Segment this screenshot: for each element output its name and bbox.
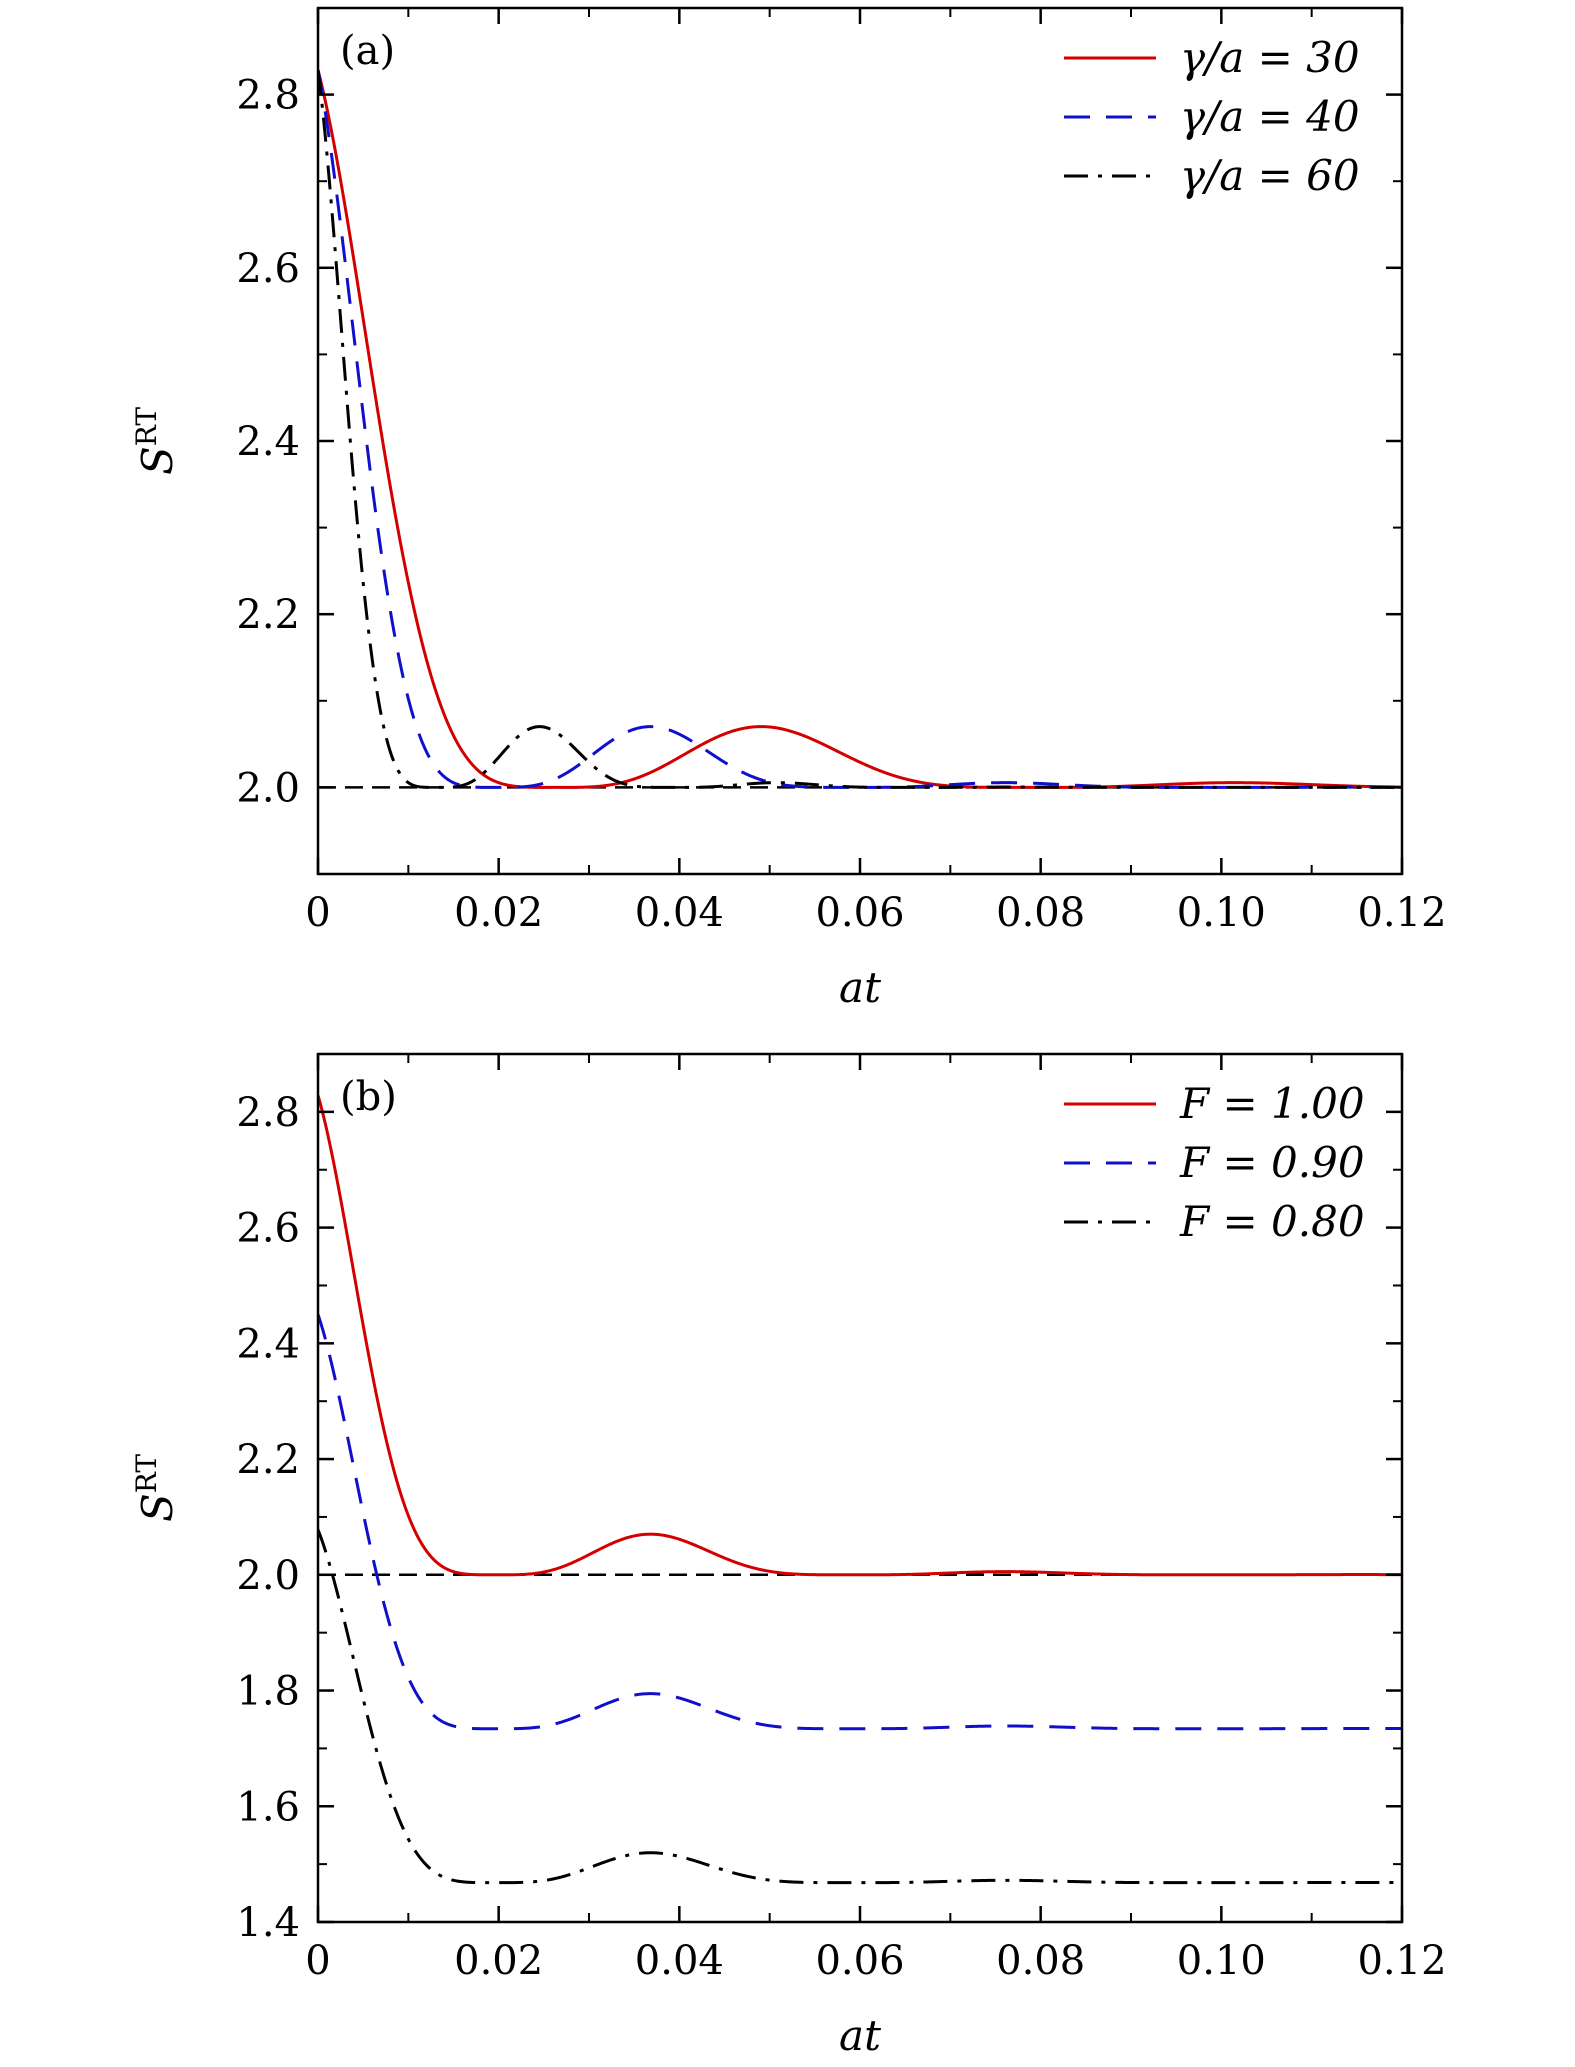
y-tick-label: 1.6	[236, 1784, 300, 1830]
panel-label: (a)	[340, 28, 395, 74]
series-line-2	[318, 69, 1402, 789]
x-tick-label: 0.10	[1177, 890, 1266, 936]
y-axis-title-superscript: RT	[130, 1454, 163, 1494]
y-tick-label: 2.8	[236, 1090, 300, 1136]
y-tick-label: 2.4	[236, 419, 300, 465]
x-tick-label: 0.06	[815, 1938, 904, 1984]
x-tick-label: 0.06	[815, 890, 904, 936]
x-tick-label: 0.12	[1357, 1938, 1446, 1984]
y-tick-label: 2.2	[236, 592, 300, 638]
legend-label-3: F = 0.80	[1179, 1197, 1365, 1246]
chart-panel-b: 0 0.02 0.04 0.06 0.08 0.10 0.12 1.4 1.6 1.8 2.0 2.2…	[130, 1052, 1447, 2060]
legend-label-2: F = 0.90	[1179, 1138, 1365, 1187]
y-tick-label: 1.4	[236, 1900, 300, 1946]
x-tick-label: 0.04	[635, 1938, 724, 1984]
y-tick-label: 2.6	[236, 1206, 300, 1252]
legend: F = 1.00 F = 0.90 F = 0.80	[1064, 1079, 1365, 1246]
y-tick-label: 2.2	[236, 1437, 300, 1483]
y-tick-label: 1.8	[236, 1669, 300, 1715]
legend-label-2: γ/a = 40	[1180, 92, 1360, 141]
y-tick-label: 2.0	[236, 765, 300, 811]
x-tick-label: 0.02	[454, 890, 543, 936]
x-tick-label: 0	[305, 1938, 330, 1984]
y-axis-title-symbol: S	[133, 446, 182, 475]
series-line-3	[318, 69, 1402, 789]
legend: γ/a = 30 γ/a = 40 γ/a = 60	[1064, 33, 1360, 200]
x-tick-label: 0.08	[996, 1938, 1085, 1984]
y-axis-title: SRT	[130, 1454, 182, 1522]
x-tick-label: 0	[305, 890, 330, 936]
x-tick-label: 0.02	[454, 1938, 543, 1984]
x-axis-title: at	[839, 963, 881, 1012]
y-tick-label: 2.8	[236, 73, 300, 119]
legend-label-1: γ/a = 30	[1180, 33, 1360, 82]
y-tick-label: 2.4	[236, 1321, 300, 1367]
series-line-2	[318, 1313, 1402, 1731]
y-axis-title-symbol: S	[133, 1493, 182, 1522]
y-tick-label: 2.0	[236, 1553, 300, 1599]
panel-label: (b)	[340, 1074, 397, 1120]
x-tick-label: 0.08	[996, 890, 1085, 936]
legend-label-3: γ/a = 60	[1180, 151, 1360, 200]
y-tick-label: 2.6	[236, 246, 300, 292]
series-line-1	[318, 1095, 1402, 1577]
legend-label-1: F = 1.00	[1179, 1079, 1365, 1128]
x-tick-label: 0.04	[635, 890, 724, 936]
x-tick-label: 0.10	[1177, 1938, 1266, 1984]
series-line-3	[318, 1529, 1402, 1885]
y-axis-title-superscript: RT	[130, 407, 163, 447]
series-line-1	[318, 69, 1402, 789]
x-tick-label: 0.12	[1357, 890, 1446, 936]
x-axis-title: at	[839, 2011, 881, 2060]
chart-panel-a: 0 0.02 0.04 0.06 0.08 0.10 0.12 2.0 2.2 2.4 2.6 2.8…	[130, 6, 1447, 1012]
y-axis-title: SRT	[130, 407, 182, 475]
